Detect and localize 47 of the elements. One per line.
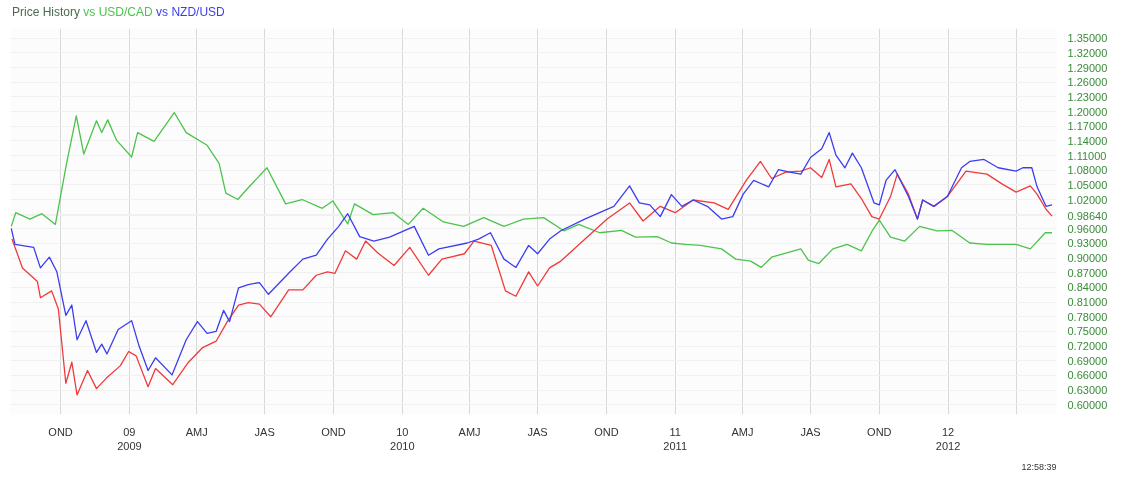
text: vs USD/CAD <box>83 5 153 19</box>
y-tick-label: 0.84000 <box>1067 281 1108 294</box>
text: vs NZD/USD <box>156 5 225 19</box>
text: 12:58:39 <box>1021 461 1057 472</box>
x-tick-label: JAS <box>254 425 275 438</box>
x-tick-label: AMJ <box>185 425 208 438</box>
x-tick-label: 12 2012 <box>935 425 961 452</box>
y-tick-label: 0.60000 <box>1067 398 1108 411</box>
y-tick-label: 1.20000 <box>1067 105 1108 118</box>
y-tick-label: 1.29000 <box>1067 61 1108 74</box>
x-tick-label: AMJ <box>731 425 754 438</box>
y-tick-label: 0.81000 <box>1067 296 1108 309</box>
y-tick-label: 1.14000 <box>1067 134 1108 147</box>
y-tick-label: 1.32000 <box>1067 46 1108 59</box>
x-tick-label: 09 2009 <box>117 425 142 452</box>
line-series <box>11 158 1053 396</box>
y-tick-label: 0.90000 <box>1067 252 1108 265</box>
chart-title: Price History <box>12 5 81 19</box>
y-tick-label: 1.17000 <box>1067 120 1108 133</box>
y-tick-label: 1.05000 <box>1067 178 1108 191</box>
line-series <box>10 131 1053 376</box>
y-tick-label: 0.75000 <box>1067 325 1108 338</box>
x-tick-label: 11 2011 <box>663 425 688 452</box>
y-tick-label: 1.35000 <box>1067 32 1108 45</box>
x-tick-label: OND <box>321 425 346 438</box>
y-tick-label: 0.93000 <box>1067 237 1108 250</box>
x-tick-label: JAS <box>527 425 548 438</box>
y-tick-label: 1.11000 <box>1067 149 1107 162</box>
x-tick-label: OND <box>48 425 73 438</box>
y-tick-label: 1.26000 <box>1067 76 1108 89</box>
line-series <box>10 111 1053 269</box>
y-tick-label: 0.87000 <box>1067 266 1108 279</box>
y-tick-label: 0.96000 <box>1067 222 1108 235</box>
y-tick-label: 0.63000 <box>1067 384 1108 397</box>
y-tick-label: 1.08000 <box>1067 164 1108 177</box>
y-tick-label: 0.78000 <box>1067 310 1108 323</box>
x-tick-label: 10 2010 <box>390 425 415 452</box>
x-tick-label: AMJ <box>458 425 481 438</box>
y-tick-label: 0.69000 <box>1067 354 1108 367</box>
x-tick-label: OND <box>867 425 892 438</box>
y-tick-label: 1.23000 <box>1067 90 1108 103</box>
y-tick-label: 0.72000 <box>1067 340 1108 353</box>
y-tick-label: 0.66000 <box>1067 369 1108 382</box>
y-tick-label: 1.02000 <box>1067 193 1108 206</box>
x-tick-label: JAS <box>800 425 821 438</box>
y-tick-label: 0.98640 <box>1067 209 1108 222</box>
x-tick-label: OND <box>594 425 619 438</box>
